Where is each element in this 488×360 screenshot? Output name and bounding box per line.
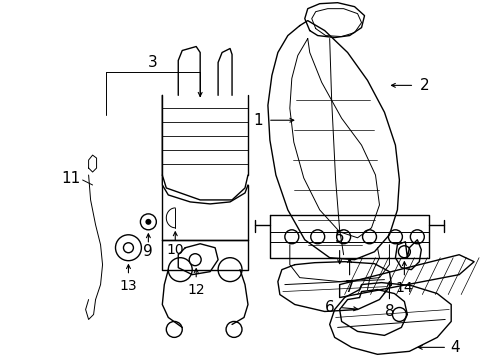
Text: 7: 7 — [344, 280, 354, 295]
Circle shape — [225, 321, 242, 337]
Text: 4: 4 — [449, 340, 459, 355]
Circle shape — [123, 243, 133, 253]
Text: 8: 8 — [384, 304, 393, 319]
Text: 6: 6 — [324, 300, 334, 315]
Circle shape — [145, 219, 151, 225]
Circle shape — [387, 230, 402, 244]
Circle shape — [362, 230, 376, 244]
Circle shape — [392, 307, 406, 321]
Text: 10: 10 — [166, 243, 183, 257]
Text: 9: 9 — [143, 244, 153, 259]
Text: 12: 12 — [187, 283, 204, 297]
Text: 5: 5 — [334, 230, 344, 245]
Circle shape — [189, 254, 201, 266]
Circle shape — [310, 230, 324, 244]
Text: 13: 13 — [120, 279, 137, 293]
Circle shape — [285, 230, 298, 244]
Circle shape — [140, 214, 156, 230]
Text: 1: 1 — [253, 113, 262, 128]
Circle shape — [166, 321, 182, 337]
Circle shape — [409, 230, 424, 244]
Circle shape — [168, 258, 192, 282]
Text: 14: 14 — [395, 280, 412, 294]
Circle shape — [336, 230, 350, 244]
Text: 11: 11 — [61, 171, 80, 185]
Circle shape — [218, 258, 242, 282]
Text: 2: 2 — [419, 78, 428, 93]
Text: 3: 3 — [147, 55, 157, 70]
Circle shape — [115, 235, 141, 261]
Circle shape — [398, 246, 409, 258]
